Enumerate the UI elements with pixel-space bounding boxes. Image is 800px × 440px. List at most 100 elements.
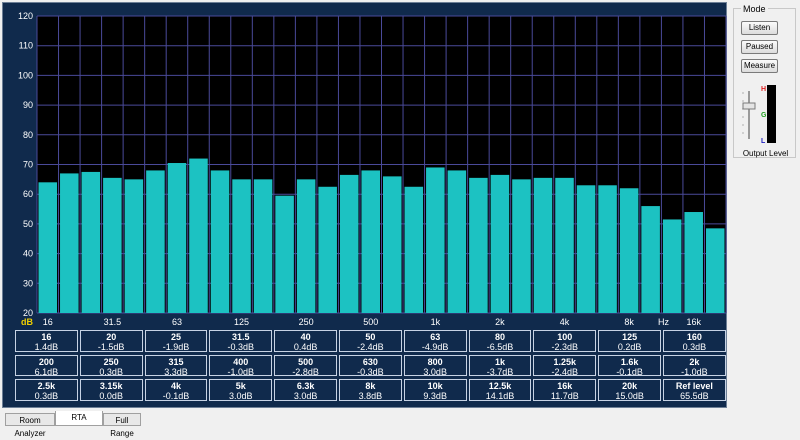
bar — [490, 174, 510, 313]
band-level: -1.0dB — [681, 366, 708, 377]
band-frequency: 2k — [689, 356, 700, 367]
band-cell: 12.5k 14.1dB — [468, 379, 532, 401]
band-level: -0.3dB — [357, 366, 384, 377]
x-tick-label: 2k — [495, 317, 505, 327]
x-tick-label: 250 — [299, 317, 314, 327]
band-level: 3.0dB — [423, 366, 447, 377]
band-frequency: 2.5k — [37, 381, 56, 391]
x-tick-label: 16 — [43, 317, 53, 327]
rta-chart: 20 30 40 50 60 70 80 90 100 110 120 16 31.5 63 125 250… — [18, 11, 727, 327]
level-meter-bar — [769, 107, 774, 141]
paused-button[interactable]: Paused — [741, 40, 778, 54]
band-frequency: 25 — [170, 332, 181, 342]
band-level: 0.3dB — [682, 342, 707, 352]
band-frequency: 20 — [106, 332, 117, 342]
band-frequency: 100 — [557, 332, 573, 342]
x-tick-label: 500 — [363, 317, 378, 327]
band-frequency: Ref level — [675, 381, 713, 391]
band-level: -0.1dB — [616, 366, 643, 377]
level-good-label: G — [761, 112, 767, 119]
bar — [512, 179, 531, 313]
band-level: -0.1dB — [162, 391, 190, 401]
band-frequency: 1k — [494, 356, 505, 367]
band-level: 11.7dB — [550, 391, 579, 401]
y-tick-label: 100 — [18, 70, 33, 80]
x-tick-label: 4k — [560, 317, 570, 327]
level-low-label: L — [761, 138, 766, 145]
y-tick-label: 20 — [23, 308, 33, 318]
listen-button[interactable]: Listen — [741, 21, 778, 35]
band-level: 3.0dB — [293, 391, 318, 401]
band-cell: 2k -1.0dB — [663, 354, 726, 377]
y-tick-label: 90 — [23, 100, 33, 110]
band-level: -1.0dB — [227, 366, 255, 377]
bar — [705, 228, 725, 313]
band-frequency: 315 — [168, 356, 184, 367]
band-level: -2.4dB — [551, 366, 579, 377]
band-level: 65.5dB — [680, 391, 709, 401]
band-cell: 160 0.3dB — [663, 330, 726, 352]
band-frequency: 3.15k — [99, 381, 123, 391]
band-table: 16 1.4dB 20 -1.5dB 25 -1.9dB 31.5 -0.3dB 40 0.4dB… — [15, 330, 728, 406]
output-level-label: Output Level — [742, 149, 789, 158]
bar — [124, 179, 144, 313]
band-cell: 125 0.2dB — [598, 330, 661, 352]
band-cell: 100 -2.3dB — [533, 330, 597, 352]
band-frequency: 1.6k — [620, 356, 639, 367]
band-level: -4.9dB — [421, 342, 449, 352]
bar — [684, 212, 703, 313]
tab-full-range[interactable]: Full Range — [103, 413, 141, 438]
y-tick-label: 40 — [23, 249, 33, 259]
band-cell: 20 -1.5dB — [79, 330, 143, 352]
measure-button[interactable]: Measure — [741, 59, 778, 73]
x-tick-label: 63 — [172, 317, 182, 327]
band-frequency: 16 — [41, 332, 52, 342]
band-frequency: 4k — [170, 381, 181, 391]
band-frequency: 10k — [427, 381, 443, 391]
slider-ticks — [742, 92, 744, 134]
output-level-slider-thumb[interactable] — [742, 102, 756, 110]
x-tick-label: 125 — [234, 317, 249, 327]
bar — [426, 167, 445, 313]
band-frequency: 63 — [430, 332, 441, 342]
band-cell: 250 0.3dB — [79, 354, 143, 377]
band-cell: 25 -1.9dB — [144, 330, 208, 352]
band-cell: 6.3k 3.0dB — [274, 379, 337, 401]
rta-panel: 20 30 40 50 60 70 80 90 100 110 120 16 31.5 63 125 250… — [2, 2, 727, 408]
band-level: 0.3dB — [34, 391, 59, 401]
band-level: 14.1dB — [485, 391, 515, 401]
band-level: 0.0dB — [99, 391, 123, 401]
band-frequency: 400 — [233, 356, 249, 367]
bar — [81, 171, 101, 313]
band-frequency: 20k — [622, 381, 638, 391]
band-cell: 31.5 -0.3dB — [209, 330, 273, 352]
band-level: 3.8dB — [358, 391, 383, 401]
band-cell: 4k -0.1dB — [144, 379, 208, 401]
bar — [253, 179, 273, 313]
y-tick-label: 60 — [23, 189, 33, 199]
band-cell: 40 0.4dB — [274, 330, 337, 352]
band-cell: 200 6.1dB — [15, 354, 78, 377]
band-cell: 20k 15.0dB — [598, 379, 661, 401]
band-frequency: 630 — [362, 356, 378, 367]
y-tick-label: 80 — [23, 130, 33, 140]
mode-group: Mode Listen Paused Measure H G L Output … — [733, 4, 796, 158]
band-frequency: 12.5k — [488, 381, 512, 391]
bar — [296, 179, 316, 313]
band-frequency: 1.25k — [553, 356, 577, 367]
bar — [232, 179, 251, 313]
band-cell: 16k 11.7dB — [533, 379, 597, 401]
bar — [447, 170, 467, 313]
band-cell: 630 -0.3dB — [339, 354, 402, 377]
bar — [383, 176, 402, 313]
band-level: -3.7dB — [486, 366, 514, 377]
band-level: 3.0dB — [229, 391, 253, 401]
tab-room-analyzer[interactable]: Room Analyzer — [5, 413, 55, 438]
bar — [210, 170, 230, 313]
mode-title: Mode — [741, 4, 768, 14]
band-cell: 800 3.0dB — [403, 354, 467, 377]
y-tick-label: 70 — [23, 160, 33, 170]
band-level: 0.4dB — [293, 342, 318, 352]
tab-rta[interactable]: RTA — [55, 411, 103, 426]
band-frequency: 160 — [686, 332, 702, 342]
